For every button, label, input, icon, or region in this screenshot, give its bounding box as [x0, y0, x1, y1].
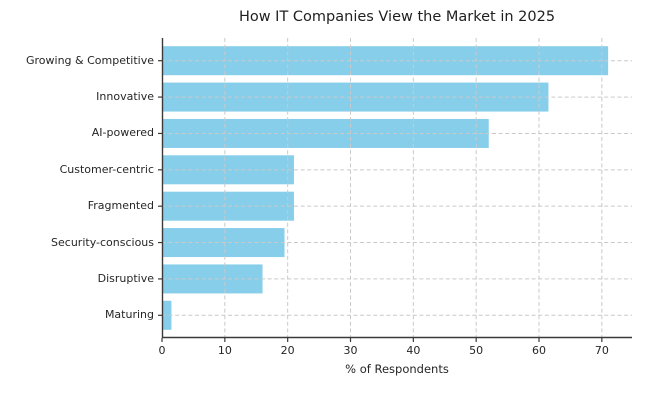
x-tick-label-70: 70: [594, 344, 609, 357]
x-tick-label-50: 50: [469, 344, 484, 357]
x-axis-label: % of Respondents: [345, 362, 449, 376]
x-tick-label-30: 30: [343, 344, 358, 357]
category-label-1: Innovative: [96, 90, 154, 104]
bar-3: [162, 155, 294, 185]
x-tick-label-0: 0: [158, 344, 166, 357]
x-tick-label-10: 10: [217, 344, 232, 357]
x-tick-label-20: 20: [280, 344, 295, 357]
category-label-3: Customer-centric: [59, 162, 154, 176]
y-axis-labels: Growing & Competitive Innovative AI-powere…: [0, 0, 154, 400]
category-label-6: Disruptive: [97, 271, 154, 285]
bar-7: [162, 300, 172, 330]
category-label-5: Security-conscious: [51, 235, 154, 249]
bar-4: [162, 191, 294, 221]
x-tick-label-60: 60: [532, 344, 546, 357]
category-label-2: AI-powered: [91, 126, 154, 140]
category-label-7: Maturing: [104, 308, 154, 322]
plot-area: [158, 38, 632, 342]
x-tick-label-40: 40: [406, 344, 421, 357]
category-label-0: Growing & Competitive: [25, 53, 154, 67]
chart-title: How IT Companies View the Market in 2025: [238, 9, 556, 25]
category-label-4: Fragmented: [87, 199, 154, 213]
